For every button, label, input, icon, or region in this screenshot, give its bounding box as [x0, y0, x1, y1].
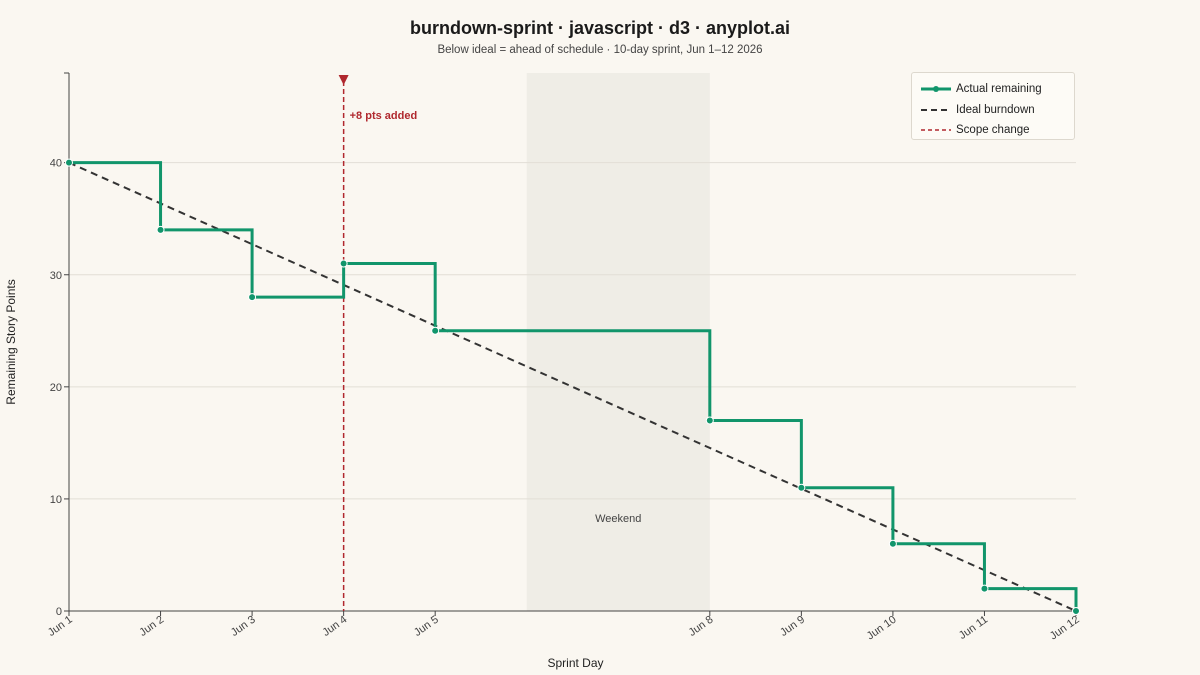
- weekend-band-label: Weekend: [595, 513, 641, 525]
- actual-point: [705, 416, 714, 425]
- legend-label-ideal: Ideal burndown: [956, 103, 1035, 116]
- x-tick-label: Jun 9: [778, 614, 807, 639]
- actual-remaining-line: [69, 161, 1078, 611]
- x-tick-label: Jun 12: [1048, 614, 1082, 643]
- ideal-burndown-line: [68, 161, 1077, 612]
- legend-item-ideal: Ideal burndown: [920, 100, 1066, 121]
- weekend-band: [526, 73, 710, 611]
- legend-item-actual: Actual remaining: [920, 79, 1066, 100]
- x-tick-label: Jun 4: [320, 614, 349, 639]
- y-axis-label: Remaining Story Points: [4, 279, 18, 404]
- x-tick-label: Jun 10: [865, 614, 899, 643]
- x-tick-label: Jun 3: [229, 614, 258, 639]
- actual-point: [797, 483, 806, 492]
- x-tick-label: Jun 11: [957, 614, 990, 642]
- y-tick-label: 20: [50, 382, 62, 394]
- actual-point: [156, 225, 165, 234]
- actual-point: [1072, 607, 1080, 615]
- scope-change-label: +8 pts added: [350, 110, 418, 122]
- legend-item-scope: Scope change: [920, 120, 1066, 141]
- x-axis-label: Sprint Day: [547, 656, 603, 670]
- chart-legend: Actual remaining Ideal burndown Scope ch…: [911, 72, 1075, 140]
- x-tick-label: Jun 8: [687, 614, 716, 639]
- y-tick-label: 10: [50, 494, 62, 506]
- y-tick-label: 30: [50, 270, 62, 282]
- x-tick-label: Jun 2: [137, 614, 166, 639]
- legend-swatch-scope: [921, 129, 951, 131]
- actual-point: [888, 539, 897, 548]
- actual-point: [248, 293, 257, 302]
- legend-label-scope: Scope change: [956, 124, 1030, 137]
- legend-swatch-ideal: [921, 108, 951, 111]
- legend-swatch-actual: [921, 86, 951, 93]
- x-tick-label: Jun 5: [412, 614, 441, 639]
- scope-change-marker: [338, 75, 349, 85]
- y-tick-label: 40: [50, 158, 62, 170]
- actual-point: [431, 326, 440, 335]
- actual-point: [65, 158, 73, 167]
- y-tick-label: 0: [56, 606, 62, 618]
- legend-label-actual: Actual remaining: [956, 83, 1042, 96]
- chart-title: burndown-sprint · javascript · d3 · anyp…: [409, 18, 791, 38]
- chart-subtitle: Below ideal = ahead of schedule · 10-day…: [437, 44, 763, 56]
- actual-point: [980, 584, 989, 593]
- actual-point: [339, 259, 348, 268]
